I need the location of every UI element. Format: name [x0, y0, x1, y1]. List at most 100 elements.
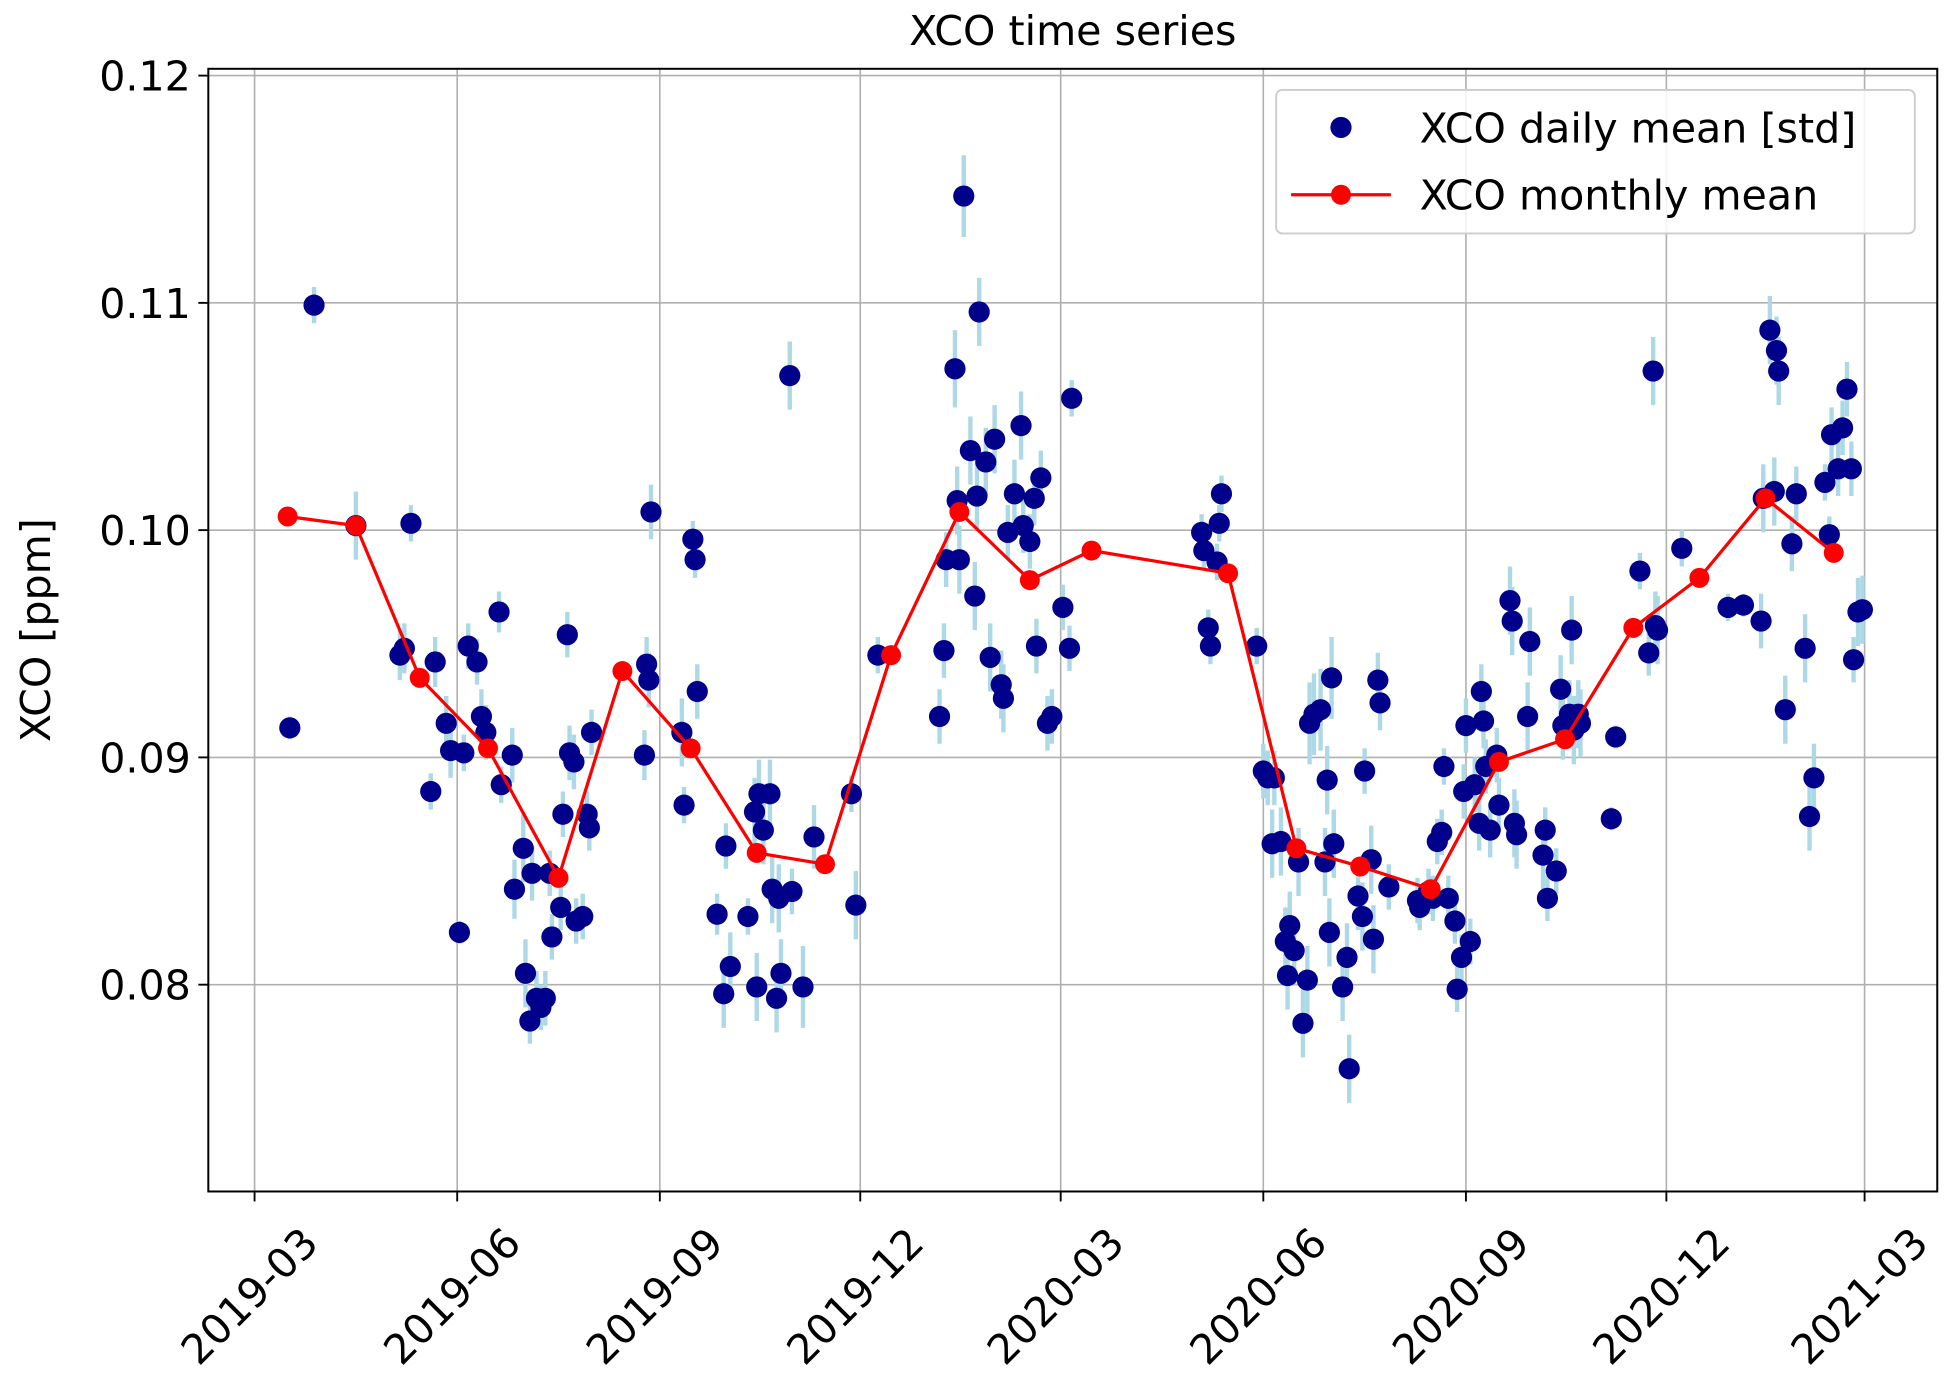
- data-point: [1025, 635, 1048, 657]
- data-point: [1369, 692, 1391, 714]
- data-point: [803, 826, 825, 848]
- line-marker: [409, 667, 430, 688]
- data-point: [759, 783, 781, 805]
- data-point: [1765, 339, 1788, 362]
- x-tick-label: 2019-03: [172, 1219, 328, 1375]
- data-point: [779, 364, 801, 387]
- data-point: [435, 712, 457, 734]
- data-point: [1505, 824, 1528, 846]
- line-marker: [345, 515, 366, 536]
- data-point: [1019, 530, 1041, 553]
- data-point: [580, 721, 603, 744]
- data-point: [1768, 360, 1790, 382]
- data-point: [944, 358, 966, 380]
- data-point: [1605, 726, 1627, 748]
- x-tick-label: 2019-12: [778, 1219, 934, 1375]
- data-point: [1347, 885, 1369, 907]
- data-point: [1338, 1058, 1360, 1080]
- data-point: [1517, 705, 1539, 728]
- legend-label: XCO monthly mean: [1420, 172, 1819, 220]
- data-point: [743, 801, 766, 823]
- data-point: [933, 639, 955, 662]
- legend-label: XCO daily mean [std]: [1420, 104, 1857, 152]
- line-marker: [1081, 540, 1102, 561]
- line-marker: [680, 738, 701, 759]
- data-point: [845, 894, 867, 916]
- line-marker: [881, 645, 902, 666]
- data-point: [984, 428, 1006, 450]
- data-point: [556, 624, 578, 646]
- data-point: [1536, 887, 1559, 909]
- data-point: [686, 680, 708, 703]
- line-marker: [815, 854, 835, 875]
- data-point: [1354, 760, 1376, 782]
- data-point: [706, 903, 728, 925]
- data-point: [1842, 649, 1865, 671]
- data-point: [737, 905, 759, 928]
- data-point: [1774, 699, 1796, 721]
- data-point: [420, 780, 442, 803]
- y-tick-label: 0.11: [99, 280, 191, 328]
- data-point: [1276, 964, 1299, 987]
- data-point: [1023, 487, 1045, 509]
- data-point: [673, 794, 695, 816]
- data-point: [1499, 589, 1521, 612]
- line-marker: [1555, 729, 1576, 750]
- data-point: [992, 687, 1015, 709]
- data-point: [475, 721, 497, 744]
- data-point: [1444, 910, 1466, 932]
- data-point: [1831, 417, 1854, 439]
- data-point: [1283, 939, 1305, 962]
- data-point: [964, 585, 986, 607]
- data-point: [534, 987, 556, 1009]
- data-point: [563, 751, 585, 773]
- data-point: [1629, 560, 1651, 582]
- data-point: [1336, 946, 1358, 968]
- data-point: [1210, 483, 1233, 505]
- data-point: [1030, 467, 1052, 489]
- data-point: [1191, 521, 1213, 544]
- line-marker: [478, 738, 499, 759]
- data-point: [1569, 712, 1592, 734]
- y-tick-label: 0.12: [99, 53, 191, 101]
- data-point: [1058, 637, 1081, 659]
- data-point: [466, 651, 488, 673]
- legend-box: [1275, 89, 1916, 235]
- line-marker: [277, 506, 298, 527]
- data-point: [1003, 483, 1026, 505]
- line-marker: [949, 501, 970, 522]
- data-point: [1840, 458, 1862, 480]
- data-point: [1532, 844, 1554, 866]
- y-tick-label: 0.10: [99, 507, 191, 555]
- data-point: [765, 987, 788, 1009]
- line-marker: [1420, 879, 1441, 900]
- data-point: [1488, 794, 1510, 816]
- line-marker: [1350, 856, 1371, 877]
- x-tick-label: 2020-09: [1383, 1219, 1539, 1375]
- line-marker: [548, 867, 569, 888]
- line-marker: [1823, 542, 1844, 563]
- data-point: [746, 976, 768, 998]
- data-point: [1437, 887, 1459, 909]
- data-point: [1803, 767, 1825, 789]
- data-point: [1472, 710, 1495, 732]
- data-point: [512, 837, 534, 859]
- data-point: [1296, 969, 1318, 991]
- data-point: [1378, 876, 1400, 898]
- x-tick-label: 2020-12: [1584, 1219, 1740, 1375]
- data-point: [968, 301, 990, 323]
- data-point: [1041, 705, 1063, 728]
- data-point: [781, 880, 803, 903]
- plot-frame: [207, 67, 1939, 1193]
- data-point: [503, 878, 526, 900]
- data-point: [1316, 769, 1338, 791]
- data-point: [1464, 774, 1486, 796]
- line-marker: [1488, 751, 1509, 772]
- data-point: [303, 294, 325, 316]
- data-point: [1534, 819, 1556, 841]
- line-marker: [1286, 838, 1307, 859]
- data-point: [1208, 512, 1230, 534]
- data-point: [684, 549, 706, 571]
